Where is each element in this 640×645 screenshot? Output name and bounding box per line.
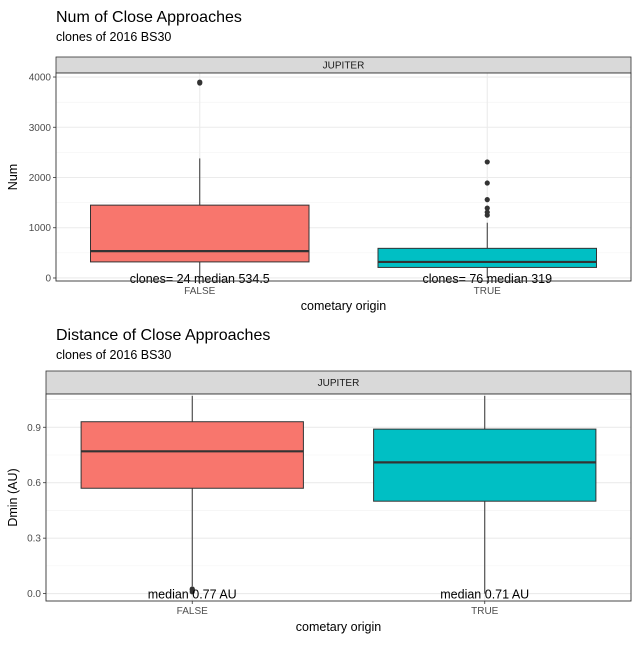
panel-border [45, 393, 632, 602]
box-true [377, 247, 597, 268]
x-tick-label: FALSE [184, 286, 215, 297]
y-tick-label: 0.9 [27, 423, 41, 434]
facet-strip-label: JUPITER [323, 61, 365, 72]
box-true [373, 428, 597, 502]
box-annotation: clones= 76 median 319 [422, 272, 552, 286]
outlier-point [484, 197, 490, 203]
y-tick-label: 3000 [29, 123, 52, 134]
x-tick-label: FALSE [177, 606, 208, 617]
y-tick-label: 0.3 [27, 534, 41, 545]
box-false [80, 421, 304, 489]
box-annotation: clones= 24 median 534.5 [130, 272, 270, 286]
outlier-point [484, 209, 490, 215]
y-tick-label: 0.0 [27, 589, 41, 600]
y-tick-label: 0 [45, 273, 51, 284]
outlier-point [484, 180, 490, 186]
y-axis-title: Dmin (AU) [6, 468, 20, 526]
facet-strip-label: JUPITER [318, 378, 360, 389]
y-axis-title: Num [6, 164, 20, 190]
y-tick-label: 1000 [29, 223, 52, 234]
box-annotation: median 0.71 AU [440, 588, 529, 602]
chart-subtitle: clones of 2016 BS30 [56, 348, 171, 362]
x-tick-label: TRUE [471, 606, 499, 617]
x-tick-label: TRUE [474, 286, 502, 297]
y-tick-label: 0.6 [27, 478, 41, 489]
outlier-point [484, 159, 490, 165]
x-axis-title: cometary origin [301, 299, 386, 313]
outlier-point [189, 586, 195, 592]
chart-title: Distance of Close Approaches [56, 327, 270, 344]
chart-title: Num of Close Approaches [56, 9, 242, 26]
x-axis-title: cometary origin [296, 620, 381, 634]
outlier-point [484, 205, 490, 211]
panel-border [55, 72, 632, 282]
box-annotation: median 0.77 AU [148, 588, 237, 602]
chart-subtitle: clones of 2016 BS30 [56, 30, 171, 44]
y-tick-label: 4000 [29, 73, 52, 84]
y-tick-label: 2000 [29, 173, 52, 184]
box-false [90, 204, 310, 263]
outlier-point [197, 79, 203, 85]
